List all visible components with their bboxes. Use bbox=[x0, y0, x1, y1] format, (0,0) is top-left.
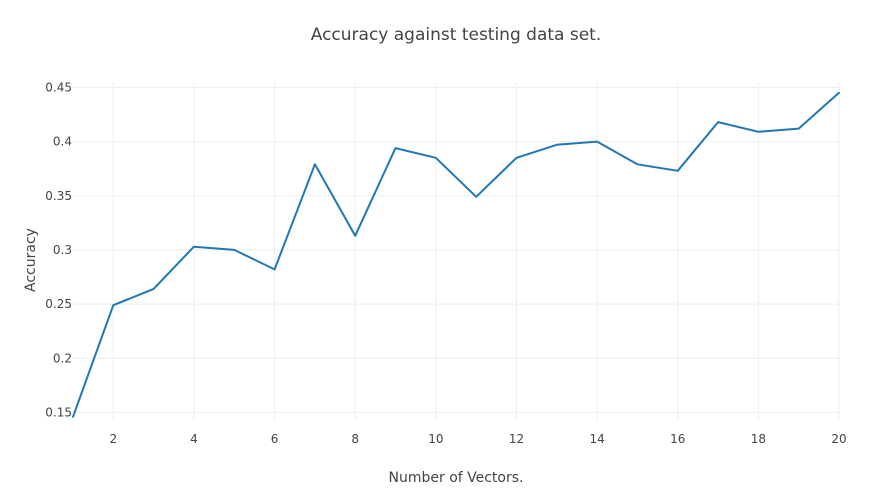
y-tick-label: 0.4 bbox=[53, 135, 72, 149]
tick-labels: 2 4 6 8 10 12 14 16 18 20 0.15 0.2 0.25 0.3 0.35 0.4 0.4… bbox=[45, 80, 846, 446]
x-tick-label: 14 bbox=[589, 432, 604, 446]
y-tick-label: 0.35 bbox=[45, 189, 72, 203]
x-tick-label: 6 bbox=[271, 432, 279, 446]
y-tick-label: 0.45 bbox=[45, 80, 72, 94]
x-tick-label: 2 bbox=[109, 432, 117, 446]
x-tick-label: 8 bbox=[351, 432, 359, 446]
x-tick-label: 12 bbox=[509, 432, 524, 446]
y-tick-label: 0.15 bbox=[45, 405, 72, 419]
grid bbox=[73, 82, 840, 420]
x-tick-label: 10 bbox=[428, 432, 443, 446]
chart-title: Accuracy against testing data set. bbox=[311, 25, 602, 45]
x-tick-label: 16 bbox=[670, 432, 685, 446]
y-axis-title: Accuracy bbox=[23, 228, 39, 292]
y-tick-label: 0.2 bbox=[53, 351, 72, 365]
y-tick-label: 0.25 bbox=[45, 297, 72, 311]
series-layer bbox=[72, 91, 840, 418]
x-tick-label: 20 bbox=[831, 432, 846, 446]
x-tick-label: 4 bbox=[190, 432, 198, 446]
y-tick-label: 0.3 bbox=[53, 243, 72, 257]
x-tick-label: 18 bbox=[751, 432, 766, 446]
accuracy-series-line bbox=[72, 91, 840, 418]
x-axis-title: Number of Vectors. bbox=[389, 470, 524, 486]
